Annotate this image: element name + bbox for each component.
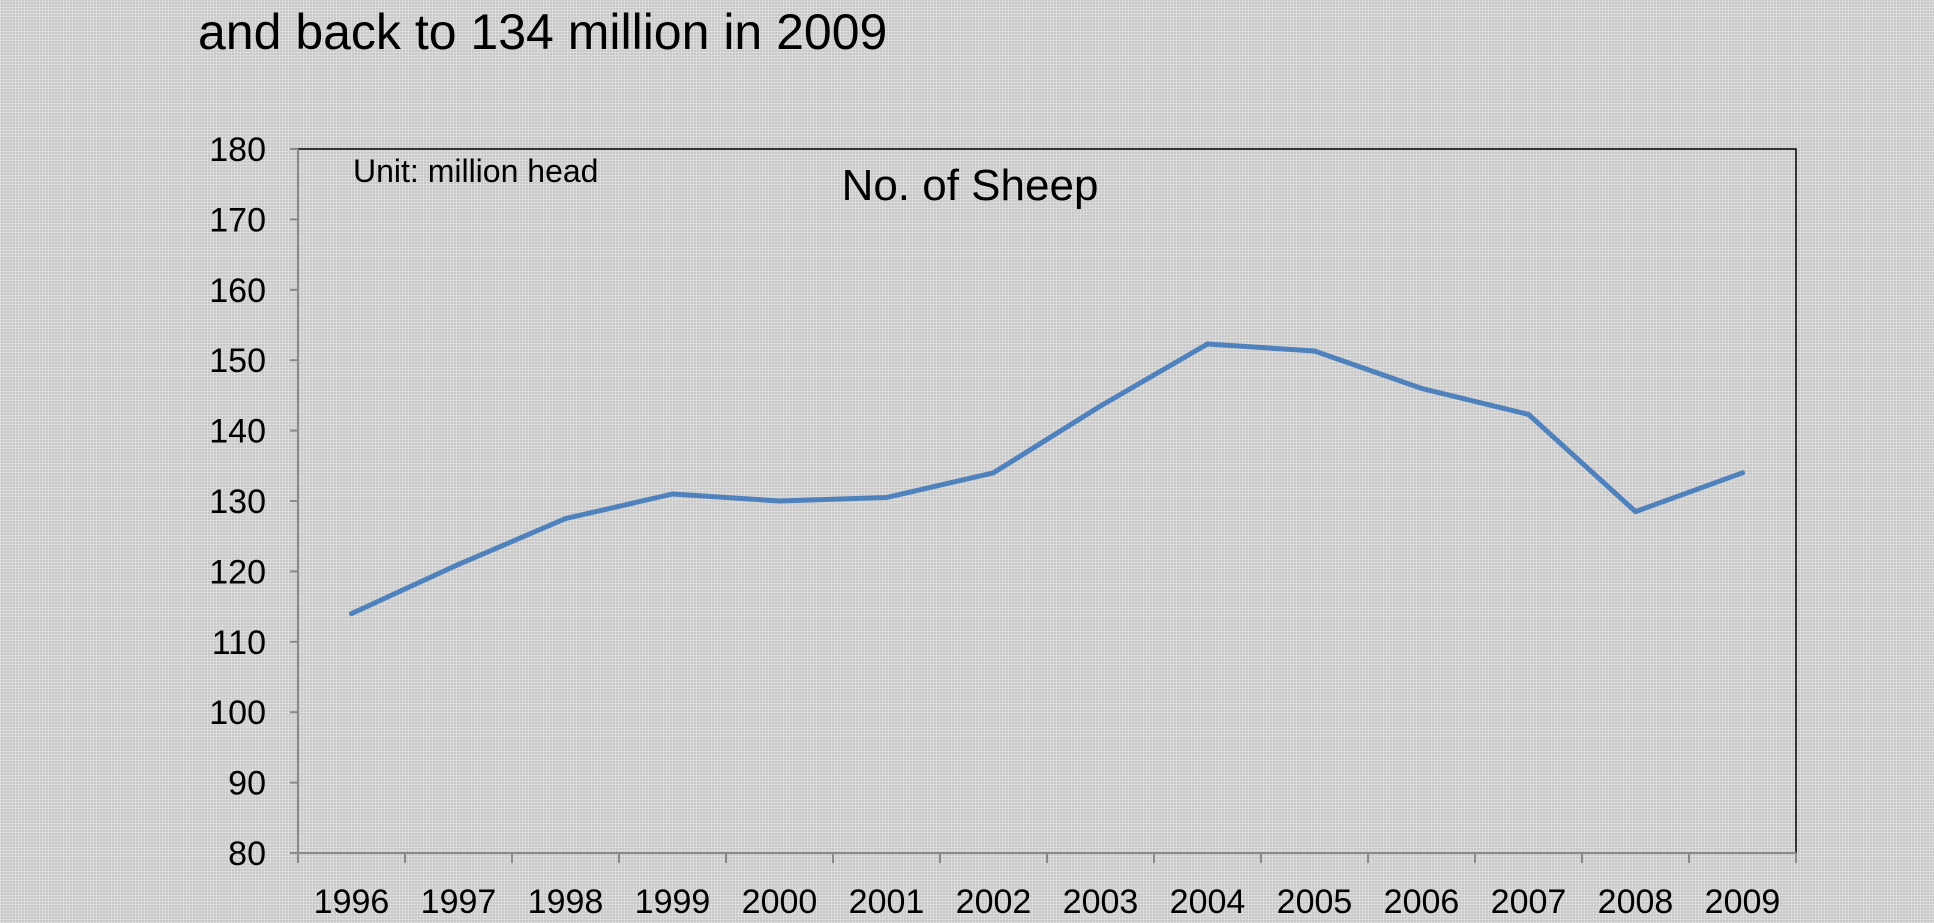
data-point bbox=[349, 611, 354, 616]
y-tick-label: 80 bbox=[228, 835, 266, 873]
data-point bbox=[991, 470, 996, 475]
x-tick-label: 1998 bbox=[528, 883, 604, 921]
unit-note: Unit: million head bbox=[353, 153, 598, 189]
data-point bbox=[1633, 509, 1638, 514]
x-tick-label: 2006 bbox=[1384, 883, 1460, 921]
y-tick-label: 120 bbox=[209, 553, 266, 591]
data-point bbox=[1312, 349, 1317, 354]
y-tick-label: 110 bbox=[212, 624, 266, 662]
y-tick-label: 160 bbox=[209, 272, 266, 310]
data-point bbox=[670, 491, 675, 496]
y-tick-label: 170 bbox=[209, 201, 266, 239]
y-tick-label: 150 bbox=[209, 342, 266, 380]
series-line bbox=[352, 344, 1743, 614]
y-tick-label: 140 bbox=[209, 413, 266, 451]
data-point bbox=[1740, 470, 1745, 475]
x-tick-label: 1997 bbox=[421, 883, 497, 921]
data-point bbox=[563, 516, 568, 521]
data-point bbox=[1205, 342, 1210, 347]
y-tick-label: 90 bbox=[228, 765, 266, 803]
data-point bbox=[884, 495, 889, 500]
x-tick-label: 2001 bbox=[849, 883, 925, 921]
x-tick-label: 2005 bbox=[1277, 883, 1353, 921]
y-tick-label: 130 bbox=[209, 483, 266, 521]
data-point bbox=[777, 499, 782, 504]
x-tick-label: 2009 bbox=[1705, 883, 1781, 921]
data-point bbox=[1526, 412, 1531, 417]
x-tick-label: 2007 bbox=[1491, 883, 1567, 921]
data-point bbox=[1419, 386, 1424, 391]
x-tick-label: 2003 bbox=[1063, 883, 1139, 921]
x-tick-label: 1996 bbox=[314, 883, 390, 921]
chart-title: No. of Sheep bbox=[842, 161, 1099, 210]
x-tick-label: 2008 bbox=[1598, 883, 1674, 921]
x-tick-label: 2004 bbox=[1170, 883, 1246, 921]
x-tick-label: 2002 bbox=[956, 883, 1032, 921]
data-point bbox=[456, 562, 461, 567]
data-point bbox=[1098, 403, 1103, 408]
y-tick-label: 100 bbox=[209, 694, 266, 732]
y-tick-label: 180 bbox=[209, 131, 266, 169]
x-tick-label: 1999 bbox=[635, 883, 711, 921]
x-tick-label: 2000 bbox=[742, 883, 818, 921]
plot-area-border bbox=[298, 149, 1796, 853]
